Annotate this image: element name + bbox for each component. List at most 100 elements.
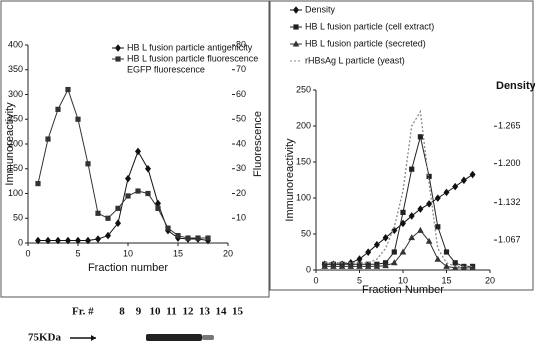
data-point: [418, 134, 423, 139]
data-point: [400, 210, 405, 215]
data-point: [417, 227, 424, 233]
data-point: [205, 235, 210, 240]
series-line: [325, 137, 473, 267]
data-point: [175, 233, 180, 238]
data-point: [135, 188, 140, 193]
data-point: [65, 87, 70, 92]
y2-tick-label: 70: [236, 64, 246, 74]
data-point: [409, 212, 415, 220]
y2-tick-label: 60: [236, 89, 246, 99]
x-tick-label: 0: [25, 248, 30, 258]
data-point: [383, 234, 389, 242]
gel-fraction: 11: [166, 306, 176, 318]
gel-fraction: 8: [119, 306, 125, 318]
y-tick-label: 0: [306, 264, 311, 274]
data-point: [409, 167, 414, 172]
y2-axis-label: Fluorescence: [252, 111, 264, 177]
gel-fraction: 15: [232, 306, 244, 318]
legend-marker: [293, 6, 299, 14]
x-tick-label: 0: [313, 275, 318, 285]
data-point: [115, 206, 120, 211]
y-tick-label: 300: [8, 89, 23, 99]
y-tick-label: 100: [296, 192, 311, 202]
data-point: [195, 235, 200, 240]
y2-axis-label: Density: [496, 80, 535, 92]
legend-label: rHBsAg L particle (yeast): [305, 55, 405, 65]
series-line: [325, 230, 473, 267]
data-point: [400, 249, 407, 255]
y2-tick-label: 1.265: [498, 121, 521, 131]
data-point: [452, 183, 458, 191]
series-line: [325, 112, 473, 267]
figure: Fr. # 75KDa 8910111213141505101520050100…: [0, 0, 535, 348]
y2-tick-label: 20: [236, 188, 246, 198]
legend-label: Density: [305, 4, 336, 14]
data-point: [417, 205, 423, 213]
y-tick-label: 150: [296, 156, 311, 166]
data-point: [85, 161, 90, 166]
data-point: [35, 181, 40, 186]
series-line: [325, 175, 473, 265]
series-line: [38, 90, 208, 239]
data-point: [444, 249, 449, 254]
x-tick-label: 20: [485, 275, 495, 285]
gel-fraction: 14: [216, 306, 228, 318]
y2-tick-label: 40: [236, 138, 246, 148]
data-point: [145, 191, 150, 196]
gel-arrowhead: [91, 335, 96, 341]
legend-marker: [115, 44, 121, 52]
data-point: [435, 256, 442, 262]
legend-note: EGFP fluorescence: [127, 64, 205, 74]
data-point: [125, 175, 131, 183]
gel-marker: 75KDa: [28, 332, 62, 344]
data-point: [408, 234, 415, 240]
legend-label: HB L fusion particle fluorescence: [127, 53, 258, 63]
y-tick-label: 100: [8, 188, 23, 198]
series-line: [38, 151, 208, 240]
data-point: [55, 107, 60, 112]
legend-label: HB L fusion particle (secreted): [305, 38, 426, 48]
legend-marker: [293, 24, 298, 29]
legend-marker: [115, 56, 120, 61]
data-point: [435, 224, 440, 229]
gel-band: [146, 334, 202, 341]
y-tick-label: 350: [8, 64, 23, 74]
y-axis-label: Immunoreactivity: [284, 138, 296, 222]
gel-fraction: 10: [150, 306, 162, 318]
legend-label: HB L fusion particle antigenicity: [127, 42, 253, 52]
y-tick-label: 50: [13, 213, 23, 223]
data-point: [165, 226, 170, 231]
y2-tick-label: 1.132: [498, 197, 521, 207]
y-axis-label: Immunoreactivity: [4, 102, 16, 186]
legend-label: HB L fusion particle (cell extract): [305, 21, 434, 31]
y2-tick-label: 50: [236, 114, 246, 124]
y2-tick-label: 10: [236, 213, 246, 223]
x-axis-label: Fraction Number: [362, 284, 444, 296]
data-point: [470, 171, 476, 179]
data-point: [95, 211, 100, 216]
gel-label: Fr. #: [72, 306, 94, 318]
data-point: [125, 193, 130, 198]
data-point: [45, 136, 50, 141]
y-tick-label: 250: [296, 84, 311, 94]
x-tick-label: 15: [173, 248, 183, 258]
gel-fraction: 12: [183, 306, 195, 318]
data-point: [443, 263, 450, 269]
data-point: [392, 249, 397, 254]
x-tick-label: 20: [223, 248, 233, 258]
x-tick-label: 5: [75, 248, 80, 258]
data-point: [185, 235, 190, 240]
y-tick-label: 0: [18, 237, 23, 247]
y-tick-label: 400: [8, 39, 23, 49]
data-point: [75, 117, 80, 122]
y2-tick-label: 30: [236, 163, 246, 173]
gel-band: [202, 335, 214, 340]
gel-fraction: 13: [199, 306, 211, 318]
data-point: [95, 235, 101, 243]
y-tick-label: 50: [301, 228, 311, 238]
y2-tick-label: 1.200: [498, 158, 521, 168]
data-point: [365, 248, 371, 256]
x-axis-label: Fraction number: [88, 262, 168, 274]
data-point: [426, 200, 432, 208]
data-point: [155, 206, 160, 211]
